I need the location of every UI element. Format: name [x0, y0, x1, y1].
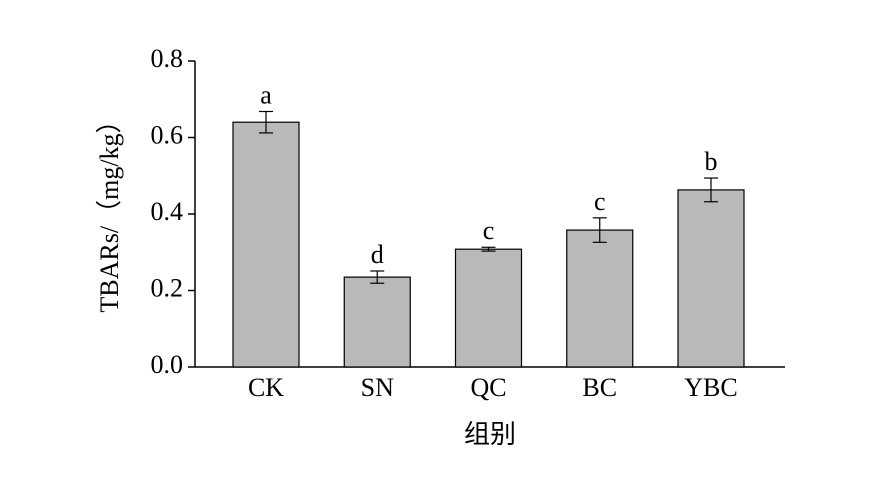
bar — [566, 229, 634, 368]
bar — [343, 276, 411, 368]
x-tick-label: BC — [582, 373, 617, 402]
y-tick-label: 0.6 — [151, 120, 184, 149]
bar — [232, 121, 300, 368]
y-tick-label: 0.8 — [151, 44, 184, 73]
x-tick-label: SN — [361, 373, 394, 402]
x-axis-label: 组别 — [464, 420, 516, 449]
y-tick-label: 0.2 — [151, 273, 184, 302]
y-tick-label: 0.0 — [151, 350, 184, 379]
y-axis-label: TBARs/（mg/kg） — [95, 107, 124, 312]
y-tick-label: 0.4 — [151, 197, 184, 226]
x-tick-label: CK — [248, 373, 284, 402]
significance-label: a — [260, 80, 272, 109]
significance-label: d — [371, 240, 384, 269]
significance-label: b — [705, 147, 718, 176]
x-tick-label: YBC — [684, 373, 737, 402]
significance-label: c — [594, 187, 606, 216]
bar — [677, 189, 745, 368]
bar — [454, 248, 523, 368]
x-tick-label: QC — [470, 373, 506, 402]
significance-label: c — [483, 216, 495, 245]
